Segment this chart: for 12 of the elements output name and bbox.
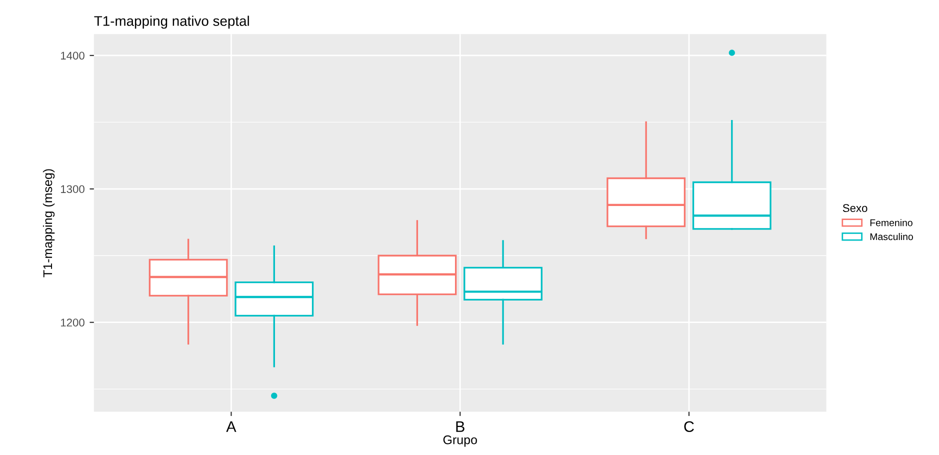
legend-label: Femenino (870, 219, 912, 226)
x-tick-label: B (456, 421, 464, 432)
y-tick-label: 1200 (61, 318, 84, 326)
y-tick-label: 1400 (61, 52, 84, 60)
chart-title: T1-mapping nativo septal (94, 16, 249, 29)
legend-title: Sexo (842, 204, 868, 212)
x-tick-label: C (684, 421, 694, 432)
legend-label: Masculino (870, 232, 913, 240)
y-axis-title: T1-mapping (mseg) (42, 169, 55, 278)
x-tick-label: A (226, 421, 236, 432)
y-tick-label: 1300 (61, 185, 84, 194)
x-axis-title: Grupo (443, 435, 477, 447)
